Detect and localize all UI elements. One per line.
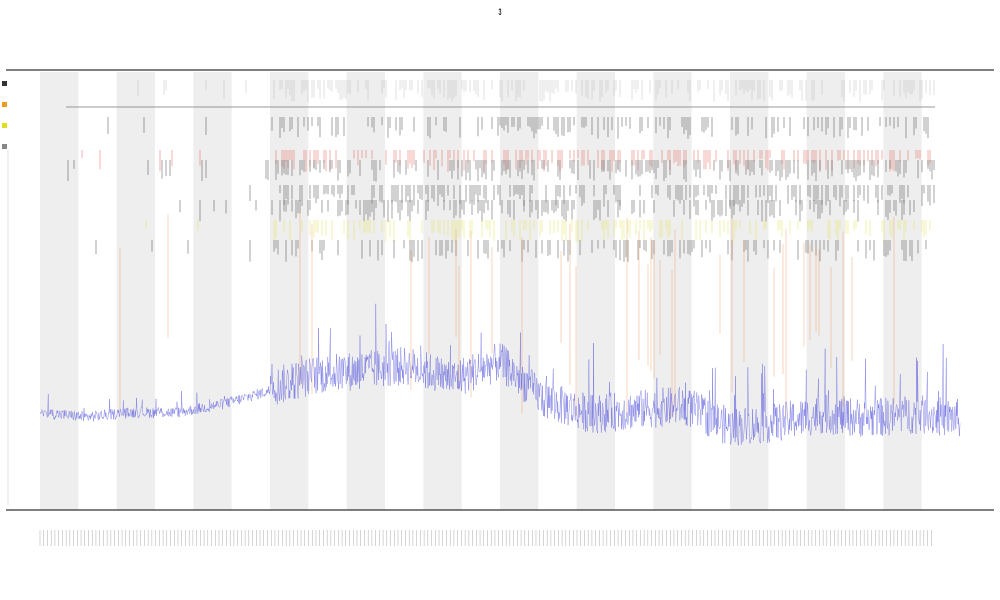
legend-item <box>2 97 16 113</box>
series-line <box>39 303 961 446</box>
chart-title: 3 <box>498 7 502 17</box>
legend-item <box>2 118 16 134</box>
legend-swatch <box>2 81 7 86</box>
title-block: 3 <box>0 6 1000 19</box>
legend-swatch <box>2 123 7 128</box>
background-band <box>500 72 539 510</box>
background-band <box>883 72 922 510</box>
legend-swatch <box>2 144 7 149</box>
background-band <box>40 72 79 510</box>
legend <box>2 76 16 160</box>
background-band <box>346 72 385 510</box>
background-band <box>730 72 769 510</box>
background-band <box>423 72 462 510</box>
legend-item <box>2 76 16 92</box>
legend-item <box>2 139 16 155</box>
background-band <box>806 72 845 510</box>
background-band <box>193 72 232 510</box>
background-band <box>576 72 615 510</box>
legend-swatch <box>2 102 7 107</box>
background-band <box>116 72 155 510</box>
background-band <box>653 72 692 510</box>
background-band <box>270 72 309 510</box>
